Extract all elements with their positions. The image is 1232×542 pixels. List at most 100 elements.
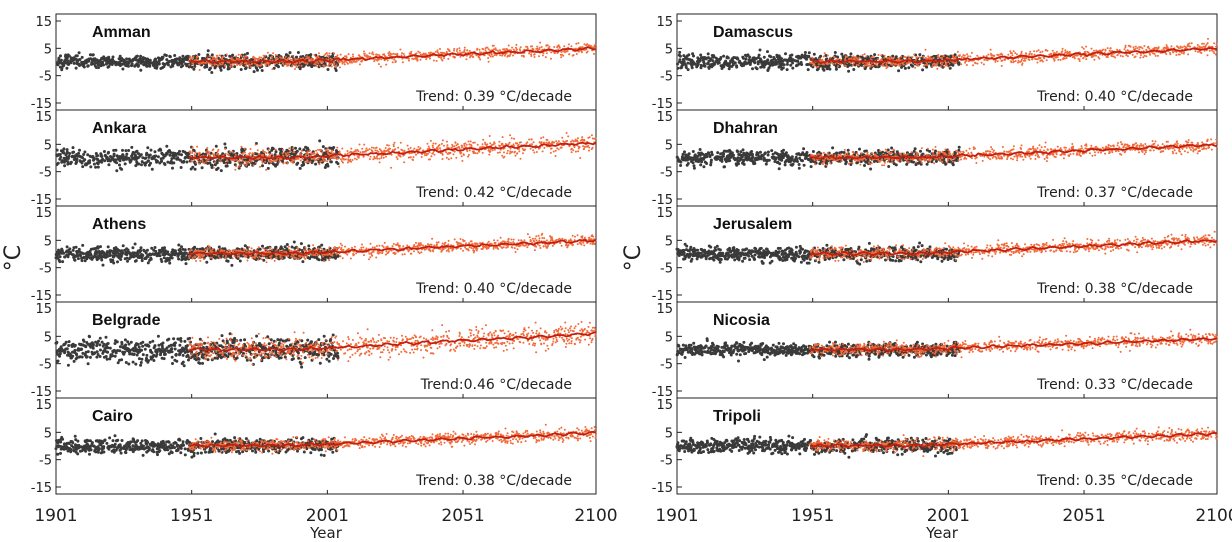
- model-point: [419, 58, 422, 61]
- observed-point: [111, 55, 115, 59]
- model-point: [305, 249, 308, 252]
- model-point: [385, 63, 388, 66]
- model-point: [229, 151, 232, 153]
- model-point: [282, 148, 284, 151]
- model-point: [264, 54, 267, 57]
- model-point: [382, 246, 385, 248]
- model-point: [594, 43, 597, 46]
- observed-point: [68, 152, 72, 155]
- observed-point: [231, 53, 235, 57]
- model-point: [260, 56, 263, 59]
- observed-point: [108, 346, 112, 350]
- observed-point: [143, 57, 147, 60]
- model-point: [297, 157, 300, 160]
- model-point: [474, 152, 477, 155]
- model-point: [551, 244, 554, 247]
- model-point: [218, 256, 221, 259]
- y-tick-label: 5: [44, 138, 52, 153]
- observed-point: [145, 61, 148, 65]
- observed-point: [107, 163, 111, 167]
- model-point: [478, 150, 481, 153]
- model-point: [312, 58, 315, 61]
- model-point: [390, 166, 393, 169]
- model-point: [495, 49, 498, 51]
- model-point: [342, 249, 345, 251]
- model-point: [271, 68, 274, 71]
- model-point: [202, 258, 205, 261]
- observed-point: [67, 154, 71, 158]
- model-point: [487, 48, 490, 51]
- model-point: [258, 153, 261, 156]
- observed-point: [157, 62, 161, 66]
- observed-point: [115, 169, 119, 173]
- observed-point: [94, 165, 98, 169]
- model-point: [349, 158, 352, 161]
- model-point: [368, 258, 370, 261]
- observed-point: [226, 259, 230, 263]
- observed-point: [106, 350, 110, 354]
- model-point: [329, 257, 332, 260]
- model-point: [581, 136, 584, 139]
- observed-point: [217, 245, 221, 249]
- model-point: [338, 165, 341, 168]
- model-point: [334, 66, 336, 68]
- model-point: [487, 60, 490, 63]
- observed-point: [197, 53, 201, 56]
- model-point: [380, 150, 383, 153]
- city-label-athens: Athens: [92, 216, 146, 233]
- model-point: [209, 246, 211, 249]
- model-point: [245, 255, 248, 258]
- model-point: [339, 255, 342, 258]
- model-point: [463, 48, 466, 51]
- model-point: [314, 254, 317, 257]
- model-point: [376, 157, 379, 160]
- model-point: [267, 64, 270, 67]
- observed-point: [171, 166, 174, 170]
- model-point: [415, 153, 417, 156]
- model-point: [195, 260, 197, 262]
- model-point: [490, 53, 493, 56]
- model-point: [489, 55, 492, 58]
- model-point: [254, 256, 256, 259]
- model-point: [455, 50, 458, 52]
- observed-point: [292, 240, 296, 244]
- model-point: [507, 241, 510, 244]
- observed-point: [233, 65, 237, 69]
- model-point: [403, 253, 406, 256]
- model-point: [450, 157, 453, 160]
- model-point: [339, 242, 342, 245]
- model-point: [288, 153, 291, 156]
- city-label-amman: Amman: [92, 24, 151, 41]
- model-point: [215, 59, 218, 62]
- model-point: [434, 50, 437, 53]
- observed-point: [153, 246, 157, 249]
- model-point: [501, 154, 504, 157]
- observed-point: [320, 243, 324, 247]
- model-point: [409, 156, 412, 159]
- model-point: [368, 158, 371, 161]
- model-point: [508, 141, 511, 144]
- model-point: [189, 58, 192, 61]
- observed-point: [62, 64, 66, 68]
- model-point: [584, 145, 587, 148]
- model-point: [263, 57, 266, 60]
- model-point: [255, 255, 258, 258]
- model-point: [241, 159, 244, 162]
- observed-point: [98, 343, 102, 347]
- model-point: [243, 248, 246, 251]
- model-point: [340, 247, 343, 249]
- model-point: [373, 155, 376, 158]
- model-point: [567, 244, 570, 246]
- model-point: [436, 49, 439, 52]
- model-point: [417, 145, 420, 148]
- model-point: [560, 51, 563, 53]
- observed-point: [179, 166, 183, 169]
- model-point: [546, 139, 549, 141]
- model-point: [575, 53, 578, 55]
- model-point: [574, 235, 576, 238]
- model-point: [284, 56, 287, 58]
- observed-point: [260, 69, 264, 72]
- model-point: [380, 58, 383, 61]
- model-point: [375, 146, 378, 149]
